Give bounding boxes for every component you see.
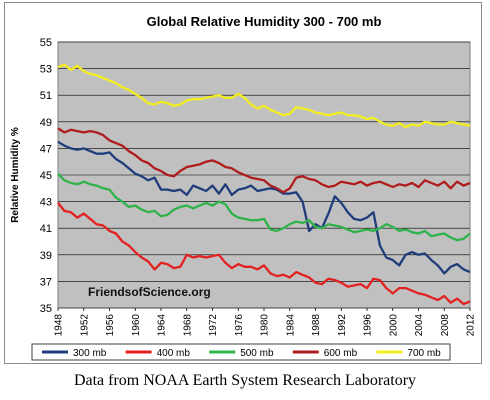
x-tick-label: 1976 xyxy=(234,314,245,337)
x-tick-label: 1960 xyxy=(131,314,142,337)
x-tick-label: 1956 xyxy=(105,314,116,337)
series-line-400-mb xyxy=(57,202,471,306)
legend-label: 400 mb xyxy=(157,348,191,359)
y-axis-label: Relative Humidity % xyxy=(10,127,21,223)
x-tick-label: 2012 xyxy=(466,314,477,337)
x-tick-label: 1952 xyxy=(79,314,90,337)
legend-label: 700 mb xyxy=(407,348,441,359)
y-tick-label: 55 xyxy=(40,37,52,49)
series-line-500-mb xyxy=(57,172,471,242)
chart-title: Global Relative Humidity 300 - 700 mb xyxy=(147,14,382,29)
y-tick-label: 43 xyxy=(40,197,52,209)
x-tick-label: 1972 xyxy=(208,314,219,337)
x-tick-label: 2000 xyxy=(388,314,399,337)
x-tick-label: 1964 xyxy=(157,314,168,337)
y-tick-label: 51 xyxy=(40,90,52,102)
x-tick-label: 1968 xyxy=(182,314,193,337)
x-tick-label: 1984 xyxy=(285,314,296,337)
x-tick-label: 1980 xyxy=(260,314,271,337)
legend-label: 300 mb xyxy=(73,348,107,359)
y-tick-label: 45 xyxy=(40,170,52,182)
x-tick-label: 2008 xyxy=(440,314,451,337)
series-line-700-mb xyxy=(57,63,471,129)
y-tick-label: 35 xyxy=(40,303,52,315)
x-tick-label: 1948 xyxy=(54,314,65,337)
x-tick-label: 2004 xyxy=(414,314,425,337)
series-line-600-mb xyxy=(57,127,471,194)
x-tick-label: 1988 xyxy=(311,314,322,337)
series-line-300-mb xyxy=(57,140,471,275)
x-tick-label: 1996 xyxy=(363,314,374,337)
y-tick-label: 49 xyxy=(40,117,52,129)
y-tick-label: 53 xyxy=(40,64,52,76)
source-caption: Data from NOAA Earth System Research Lab… xyxy=(73,372,417,389)
legend-box xyxy=(31,343,451,361)
y-tick-label: 47 xyxy=(40,143,52,155)
x-tick-label: 1992 xyxy=(337,314,348,337)
legend-label: 600 mb xyxy=(324,348,358,359)
y-tick-label: 37 xyxy=(40,276,52,288)
legend-label: 500 mb xyxy=(240,348,274,359)
y-tick-label: 39 xyxy=(40,250,52,262)
y-tick-label: 41 xyxy=(40,223,52,235)
watermark: FriendsofScience.org xyxy=(88,285,211,299)
